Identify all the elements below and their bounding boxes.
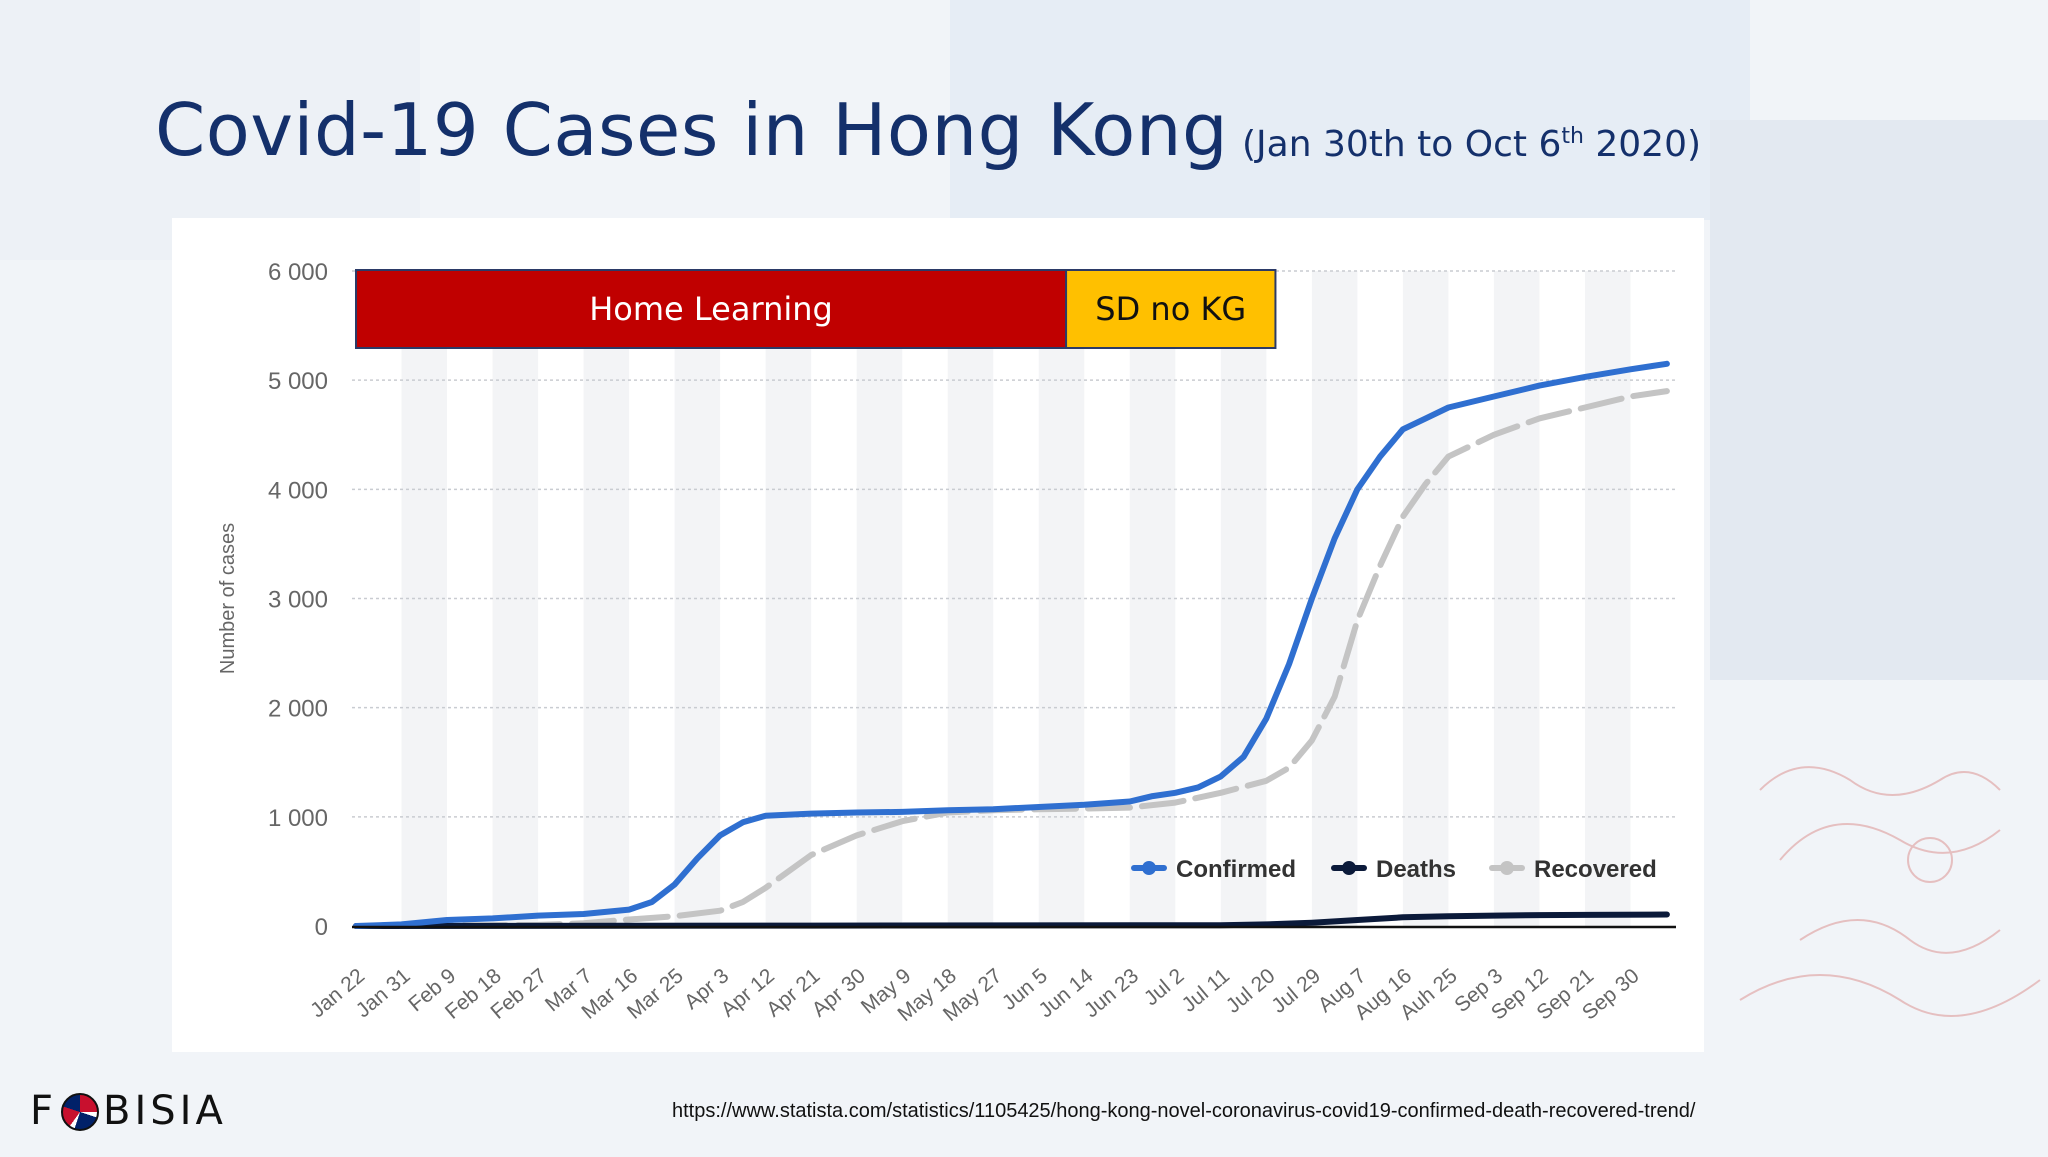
annotation-label: Home Learning: [589, 290, 833, 328]
page-title: Covid-19 Cases in Hong Kong: [155, 88, 1229, 172]
y-tick-label: 3 000: [268, 587, 328, 614]
subtitle-end: 2020): [1583, 124, 1702, 165]
legend-label: Deaths: [1376, 856, 1456, 883]
y-tick-label: 0: [315, 914, 328, 941]
series-line-recovered: [353, 388, 1670, 929]
dragon-watermark: [1739, 766, 2041, 1017]
y-tick-label: 5 000: [268, 368, 328, 395]
cases-line-chart: 0 1 000 2 000 3 000 4 000 5 000 6 000 Number of…: [217, 259, 1676, 1026]
subtitle-main: (Jan 30th to Oct 6: [1242, 124, 1562, 165]
legend-marker: [1142, 861, 1156, 875]
y-tick-label: 4 000: [268, 477, 328, 504]
date-range-subtitle: (Jan 30th to Oct 6th 2020): [1242, 124, 1701, 165]
annotation-band: [1065, 269, 1277, 349]
y-tick-label: 6 000: [268, 259, 328, 286]
legend-marker: [1342, 861, 1356, 875]
subtitle-superscript: th: [1561, 124, 1584, 149]
union-jack-icon: [61, 1093, 100, 1131]
logo-text-right: BISIA: [103, 1088, 227, 1134]
annotation-band: [355, 269, 1068, 349]
x-tick-label: Jul 11: [1178, 964, 1235, 1017]
x-tick-label: Apr 30: [808, 964, 870, 1021]
chart-panel: 0 1 000 2 000 3 000 4 000 5 000 6 000 Number of…: [172, 218, 1704, 1052]
series-line-deaths: [353, 911, 1670, 929]
y-axis-label: Number of cases: [217, 523, 239, 674]
source-url[interactable]: https://www.statista.com/statistics/1105…: [672, 1100, 1696, 1122]
fobisia-logo: F BISIA: [30, 1086, 227, 1136]
y-tick-label: 2 000: [268, 696, 328, 723]
x-tick-label: Jul 29: [1267, 964, 1325, 1018]
legend-label: Confirmed: [1176, 856, 1296, 883]
legend-marker: [1500, 861, 1514, 875]
annotation-label: SD no KG: [1095, 290, 1246, 328]
y-tick-label: 1 000: [268, 805, 328, 832]
series-line-confirmed: [353, 360, 1670, 929]
logo-text-left: F: [30, 1088, 58, 1134]
legend-label: Recovered: [1534, 856, 1657, 883]
x-tick-label: Jul 20: [1222, 964, 1280, 1018]
